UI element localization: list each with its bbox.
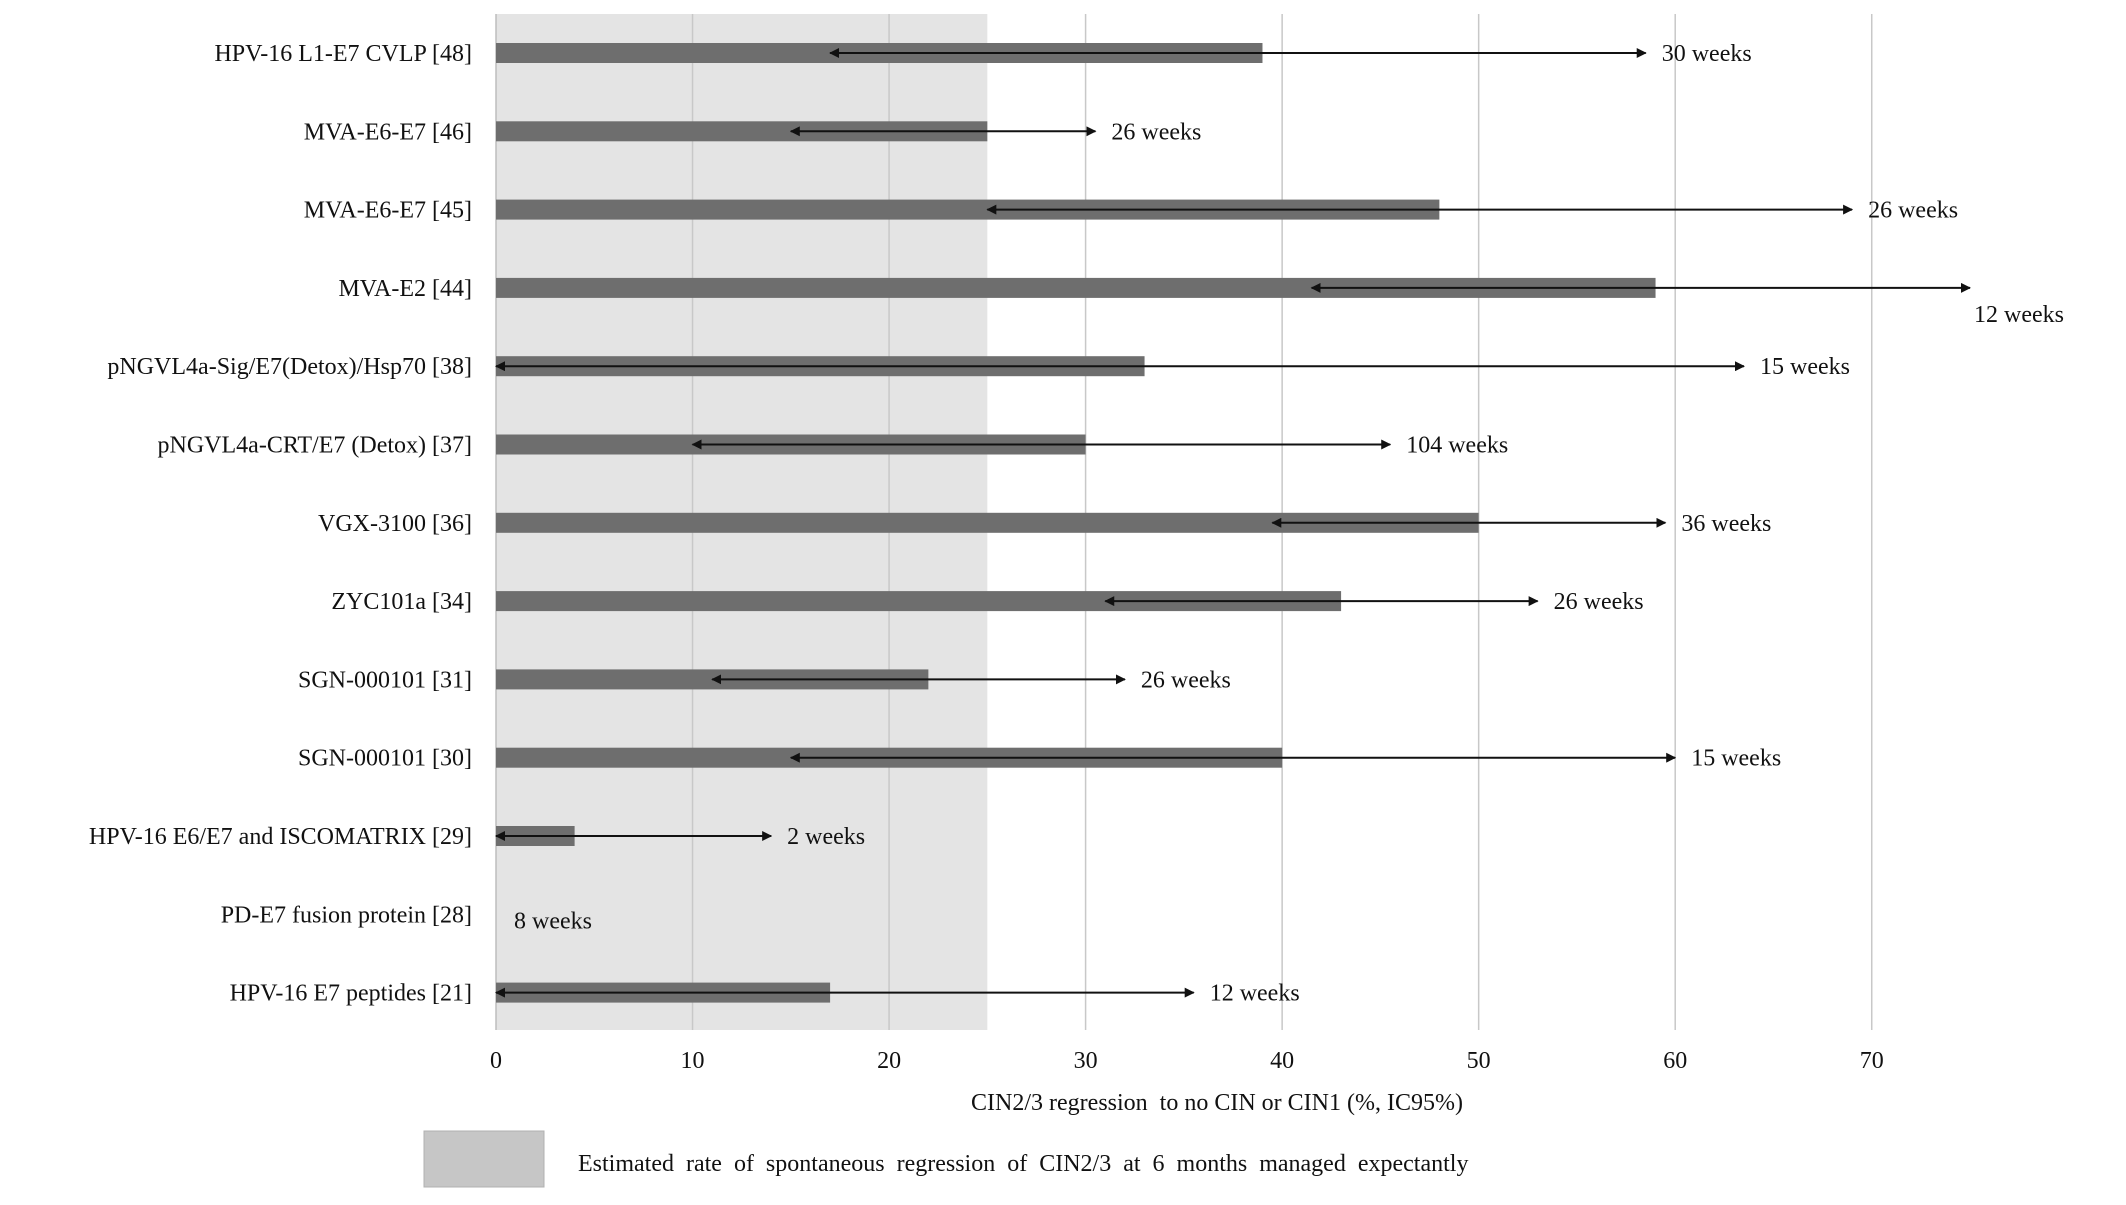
duration-label: 26 weeks [1141, 667, 1231, 693]
x-tick-label: 0 [490, 1048, 502, 1074]
category-label: MVA-E6-E7 [45] [304, 198, 472, 224]
duration-label: 12 weeks [1974, 302, 2064, 328]
category-label: pNGVL4a-CRT/E7 (Detox) [37] [158, 433, 472, 459]
x-tick-label: 10 [681, 1048, 705, 1074]
category-label: MVA-E6-E7 [46] [304, 119, 472, 145]
x-tick-label: 50 [1467, 1048, 1491, 1074]
duration-label: 15 weeks [1760, 354, 1850, 380]
duration-label: 15 weeks [1691, 746, 1781, 772]
category-label: HPV-16 L1-E7 CVLP [48] [214, 41, 472, 67]
x-tick-label: 30 [1074, 1048, 1098, 1074]
duration-label: 12 weeks [1210, 981, 1300, 1007]
x-axis-title: CIN2/3 regression to no CIN or CIN1 (%, … [971, 1090, 1463, 1116]
category-label: SGN-000101 [30] [298, 746, 472, 772]
category-label: ZYC101a [34] [331, 589, 472, 615]
category-label: HPV-16 E7 peptides [21] [230, 981, 472, 1007]
duration-label: 104 weeks [1406, 433, 1508, 459]
x-tick-label: 40 [1270, 1048, 1294, 1074]
category-label: SGN-000101 [31] [298, 667, 472, 693]
duration-label: 30 weeks [1662, 41, 1752, 67]
x-tick-label: 70 [1860, 1048, 1884, 1074]
duration-label: 2 weeks [787, 824, 865, 850]
x-tick-label: 60 [1663, 1048, 1687, 1074]
bar [496, 512, 1479, 533]
duration-label: 8 weeks [514, 908, 592, 934]
category-label: HPV-16 E6/E7 and ISCOMATRIX [29] [89, 824, 472, 850]
category-label: PD-E7 fusion protein [28] [221, 902, 472, 928]
x-tick-label: 20 [877, 1048, 901, 1074]
duration-label: 26 weeks [1554, 589, 1644, 615]
duration-label: 36 weeks [1681, 511, 1771, 537]
duration-label: 26 weeks [1868, 198, 1958, 224]
legend-label: Estimated rate of spontaneous regression… [578, 1151, 1468, 1177]
category-label: MVA-E2 [44] [338, 276, 472, 302]
duration-label: 26 weeks [1111, 119, 1201, 145]
category-label: pNGVL4a-Sig/E7(Detox)/Hsp70 [38] [107, 354, 472, 380]
category-label: VGX-3100 [36] [318, 511, 472, 537]
legend-swatch [423, 1130, 545, 1188]
